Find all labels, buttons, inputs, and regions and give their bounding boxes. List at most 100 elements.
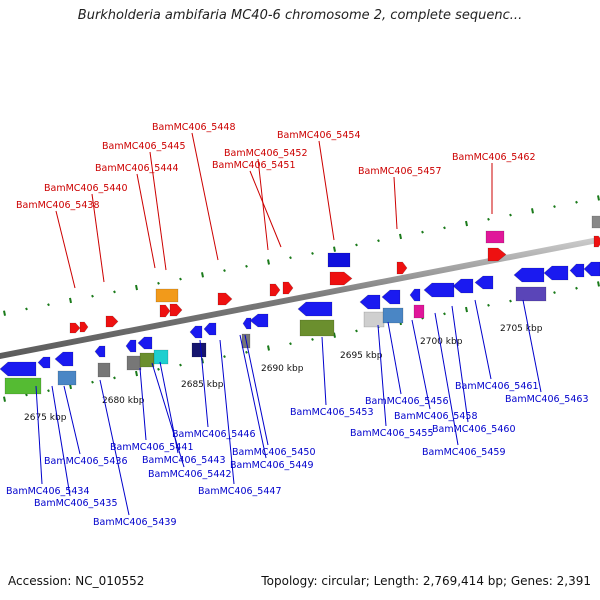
gene-label-bottom[interactable]: BamMC406_5442	[148, 469, 231, 480]
gene-label-top[interactable]: BamMC406_5438	[16, 200, 99, 211]
gene-label-top[interactable]: BamMC406_5457	[358, 166, 441, 177]
label-leader-top	[393, 176, 398, 230]
gene-label-bottom[interactable]: BamMC406_5439	[93, 517, 176, 528]
forward-gene[interactable]	[79, 321, 89, 333]
gene-label-bottom[interactable]: BamMC406_5441	[110, 442, 193, 453]
reverse-gene[interactable]	[413, 304, 425, 319]
scale-label: 2705 kbp	[500, 324, 543, 334]
gene-label-top[interactable]: BamMC406_5452	[224, 148, 307, 159]
gene-label-top[interactable]: BamMC406_5440	[44, 183, 127, 194]
gene-label-bottom[interactable]: BamMC406_5447	[198, 486, 281, 497]
gene-label-bottom[interactable]: BamMC406_5458	[394, 411, 477, 422]
tick-mark	[135, 370, 138, 377]
forward-gene[interactable]	[487, 247, 507, 262]
reverse-gene[interactable]	[381, 289, 401, 305]
tick-mark	[91, 294, 94, 298]
forward-gene[interactable]	[105, 315, 119, 328]
gene-label-top[interactable]: BamMC406_5444	[95, 163, 178, 174]
reverse-gene[interactable]	[249, 313, 269, 328]
tick-mark	[311, 252, 314, 255]
gene-label-bottom[interactable]: BamMC406_5459	[422, 447, 505, 458]
reverse-gene[interactable]	[54, 351, 74, 367]
gene-label-bottom[interactable]: BamMC406_5455	[350, 428, 433, 439]
reverse-gene[interactable]	[97, 362, 111, 378]
gene-label-bottom[interactable]: BamMC406_5463	[505, 394, 588, 405]
gene-label-bottom[interactable]: BamMC406_5434	[6, 486, 89, 497]
gene-label-top[interactable]: BamMC406_5462	[452, 152, 535, 163]
reverse-gene[interactable]	[569, 263, 585, 278]
reverse-gene[interactable]	[125, 339, 137, 353]
gene-label-bottom[interactable]: BamMC406_5443	[142, 455, 225, 466]
reverse-gene[interactable]	[153, 349, 169, 365]
forward-gene[interactable]	[282, 281, 294, 295]
reverse-gene[interactable]	[423, 282, 455, 298]
reverse-gene[interactable]	[203, 322, 217, 336]
reverse-gene[interactable]	[57, 370, 77, 386]
reverse-gene[interactable]	[139, 352, 155, 368]
forward-gene[interactable]	[327, 252, 351, 268]
reverse-gene[interactable]	[4, 377, 42, 395]
reverse-gene[interactable]	[94, 345, 106, 358]
gene-label-top[interactable]: BamMC406_5454	[277, 130, 360, 141]
gene-label-top[interactable]: BamMC406_5445	[102, 141, 185, 152]
gene-label-bottom[interactable]: BamMC406_5449	[230, 460, 313, 471]
reverse-gene[interactable]	[382, 307, 404, 324]
gene-label-bottom[interactable]: BamMC406_5446	[172, 429, 255, 440]
reverse-gene[interactable]	[474, 275, 494, 290]
tick-mark	[553, 291, 556, 294]
forward-gene[interactable]	[169, 303, 183, 317]
tick-mark	[311, 338, 314, 341]
gene-label-bottom[interactable]: BamMC406_5461	[455, 381, 538, 392]
tick-mark	[223, 355, 226, 358]
forward-gene[interactable]	[217, 292, 233, 306]
forward-gene[interactable]	[591, 215, 600, 229]
reverse-gene[interactable]	[126, 355, 142, 371]
reverse-gene[interactable]	[189, 325, 203, 339]
reverse-gene[interactable]	[409, 288, 421, 302]
scale-label: 2685 kbp	[181, 380, 224, 390]
label-leader-bottom	[239, 334, 267, 459]
reverse-gene[interactable]	[37, 356, 51, 369]
gene-label-bottom[interactable]: BamMC406_5460	[432, 424, 515, 435]
reverse-gene[interactable]	[242, 317, 252, 330]
forward-gene[interactable]	[69, 322, 81, 334]
tick-mark	[289, 342, 292, 346]
forward-gene[interactable]	[329, 271, 353, 286]
reverse-gene[interactable]	[543, 265, 569, 281]
gene-label-bottom[interactable]: BamMC406_5453	[290, 407, 373, 418]
tick-mark	[333, 246, 336, 252]
scale-label: 2690 kbp	[261, 364, 304, 374]
forward-gene[interactable]	[269, 283, 281, 297]
gene-label-bottom[interactable]: BamMC406_5456	[365, 396, 448, 407]
reverse-gene[interactable]	[299, 319, 335, 337]
tick-mark	[465, 306, 468, 313]
reverse-gene[interactable]	[452, 278, 474, 294]
forward-gene[interactable]	[485, 230, 505, 244]
gene-label-top[interactable]: BamMC406_5448	[152, 122, 235, 133]
reverse-gene[interactable]	[137, 336, 153, 350]
forward-gene[interactable]	[396, 261, 408, 275]
reverse-gene[interactable]	[583, 261, 600, 277]
reverse-gene[interactable]	[359, 294, 381, 310]
tick-mark	[267, 259, 270, 265]
gene-label-bottom[interactable]: BamMC406_5450	[232, 447, 315, 458]
label-leader-bottom	[159, 361, 179, 454]
reverse-gene[interactable]	[515, 286, 547, 302]
reverse-gene[interactable]	[297, 301, 333, 317]
gene-label-bottom[interactable]: BamMC406_5436	[44, 456, 127, 467]
forward-gene[interactable]	[593, 235, 600, 248]
reverse-gene[interactable]	[191, 342, 207, 358]
tick-mark	[443, 226, 446, 230]
forward-gene[interactable]	[159, 304, 171, 318]
reverse-gene[interactable]	[363, 311, 385, 328]
reverse-gene[interactable]	[513, 267, 545, 283]
tick-mark	[289, 256, 292, 260]
gene-label-top[interactable]: BamMC406_5451	[212, 160, 295, 171]
gene-label-bottom[interactable]: BamMC406_5435	[34, 498, 117, 509]
forward-gene[interactable]	[155, 288, 179, 303]
tick-mark	[25, 307, 28, 311]
tick-mark	[355, 329, 358, 333]
reverse-gene[interactable]	[0, 361, 37, 377]
label-leader-bottom	[377, 324, 387, 427]
